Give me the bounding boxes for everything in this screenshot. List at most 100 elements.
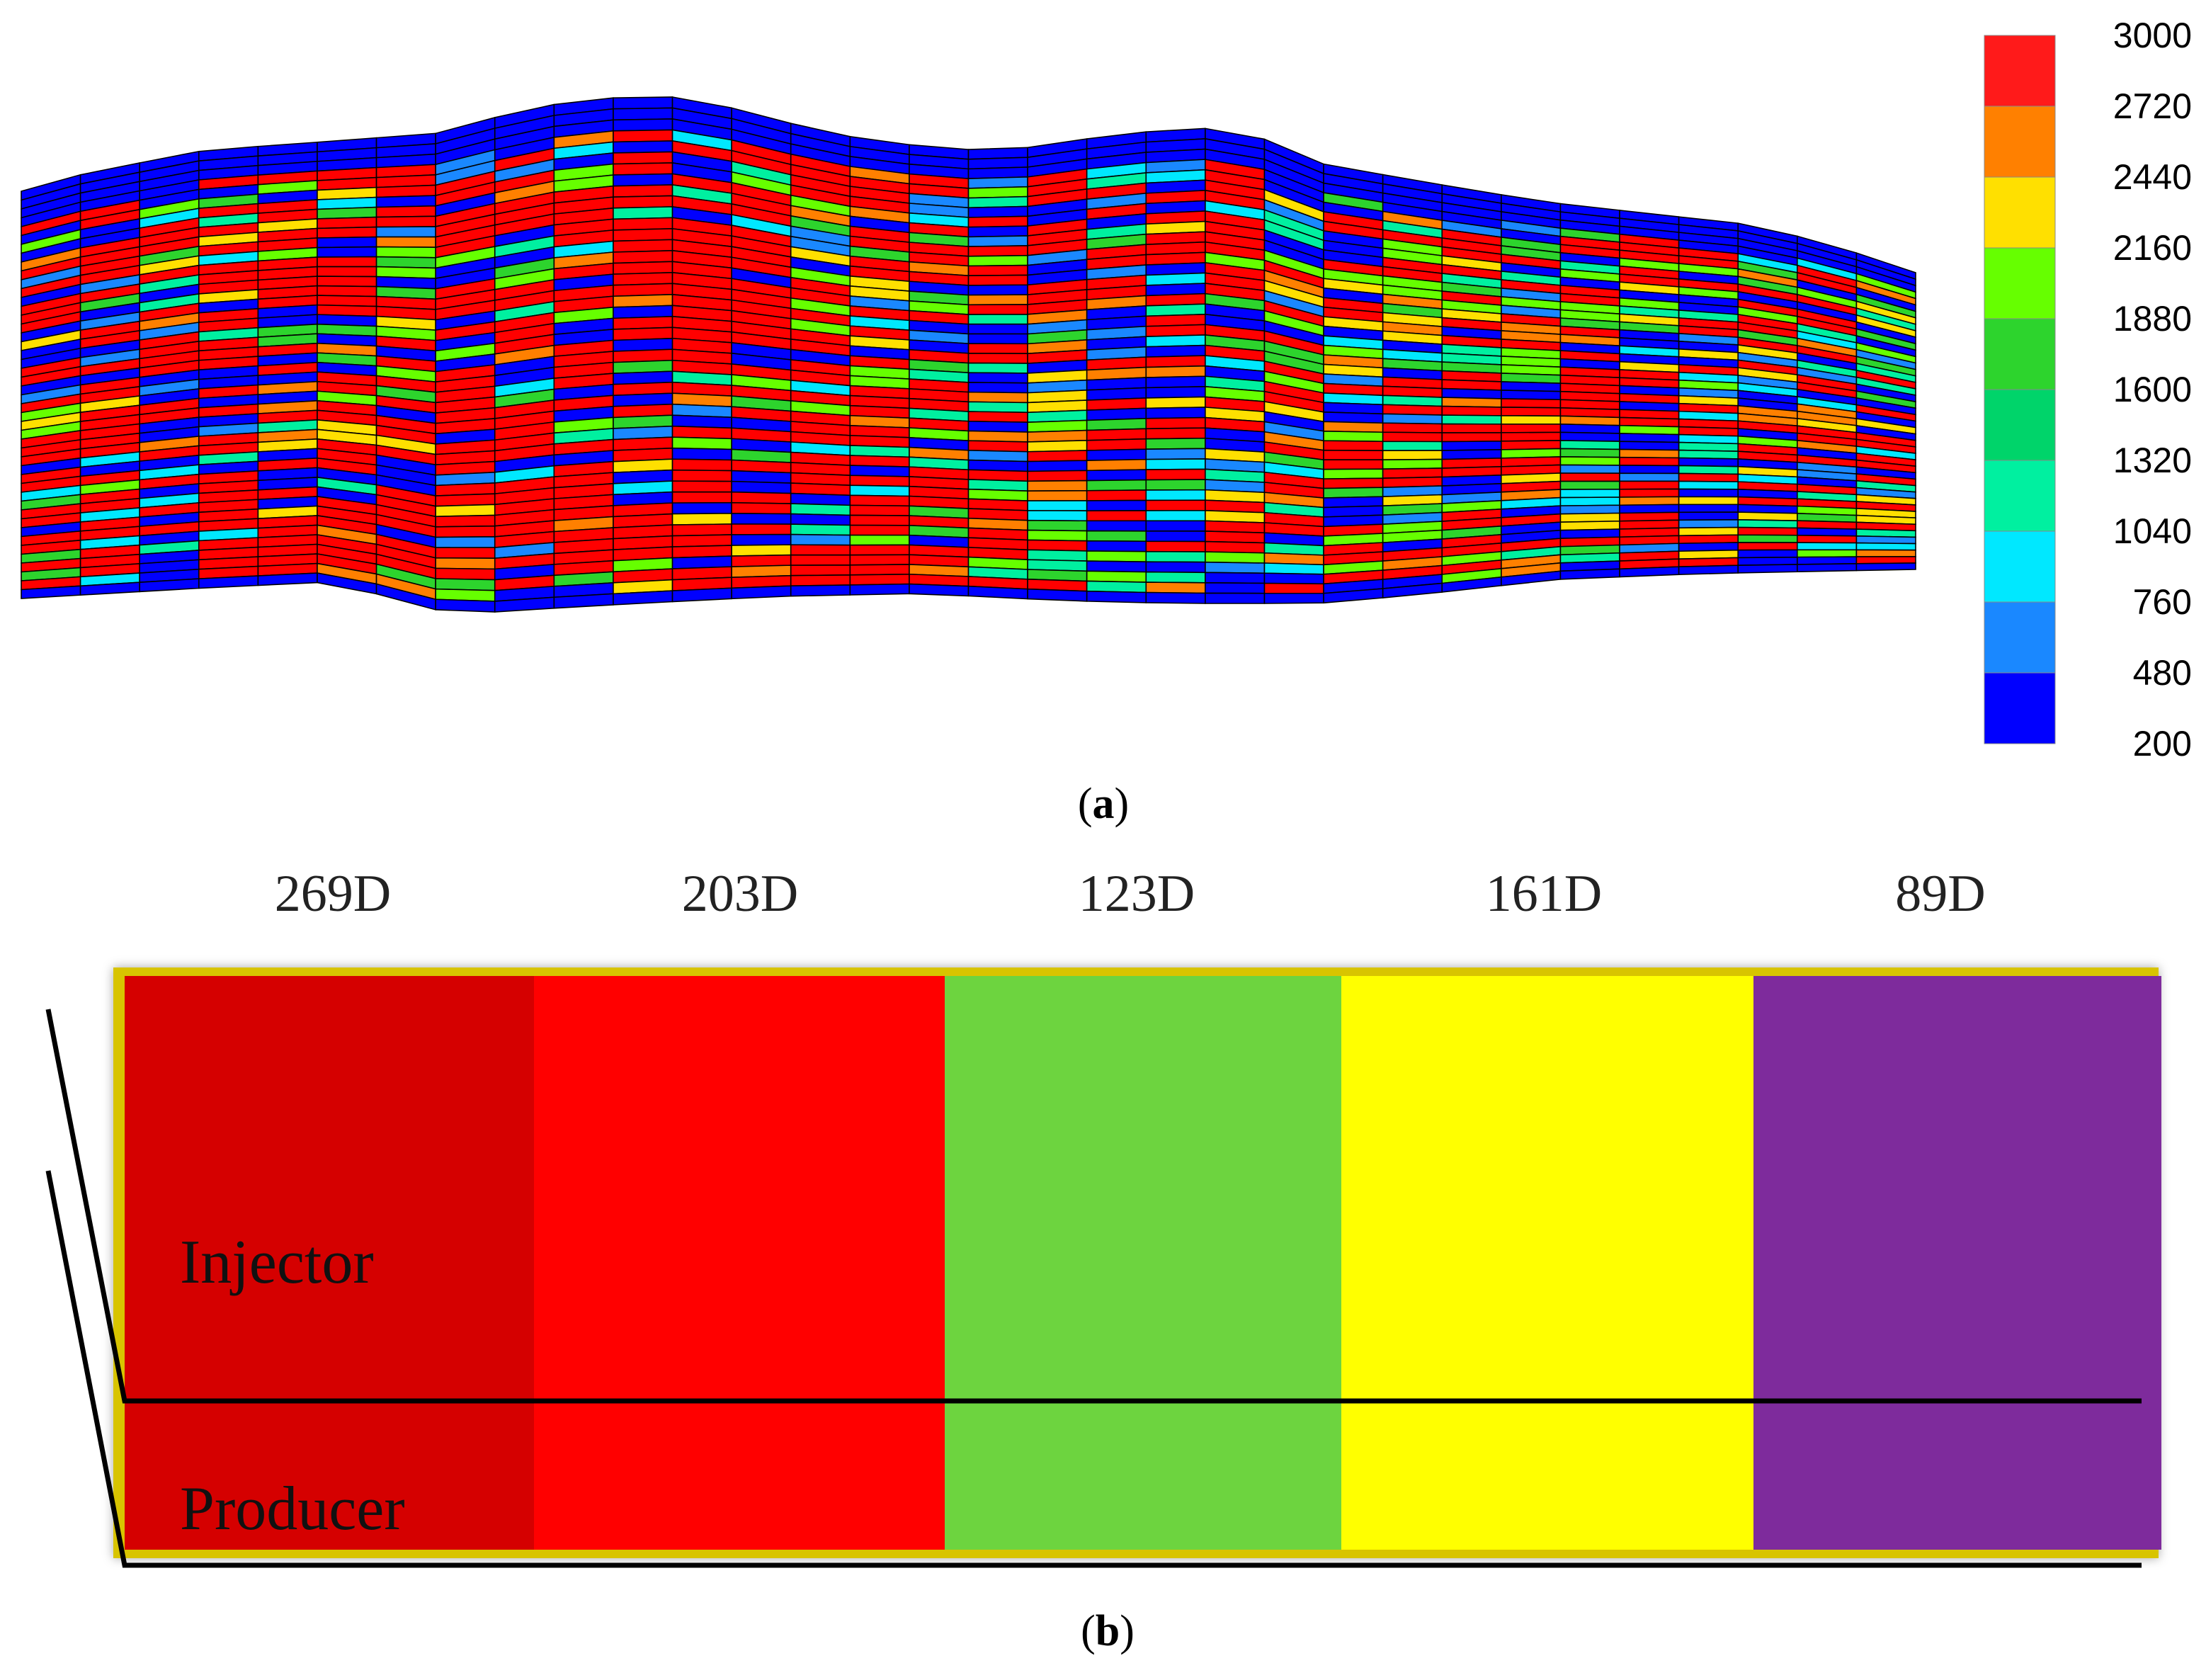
grid-cell	[375, 215, 436, 228]
grid-cell	[1441, 414, 1502, 425]
grid-cell	[849, 504, 910, 516]
caption-b: (b)	[1081, 1607, 1135, 1655]
grid-cell	[1797, 534, 1858, 544]
grid-cell	[1382, 431, 1443, 443]
band-89d	[1753, 976, 2161, 1550]
grid-cell	[1382, 441, 1443, 452]
well-trajectories	[45, 1009, 2142, 1568]
grid-cell	[375, 236, 436, 248]
grid-cell	[1441, 441, 1502, 451]
grid-cell	[1086, 438, 1147, 451]
grid-cell	[1441, 397, 1502, 408]
grid-cell	[1323, 430, 1384, 443]
grid-cell	[1027, 529, 1088, 542]
grid-cell	[731, 501, 792, 515]
grid-cell	[1559, 440, 1620, 450]
grid-cell	[1205, 551, 1266, 564]
grid-cell	[1737, 534, 1798, 543]
grid-cell	[731, 491, 792, 504]
grid-cell	[1027, 510, 1088, 522]
grid-cell	[613, 590, 673, 606]
grid-cell	[317, 266, 377, 278]
band-203d	[534, 976, 945, 1550]
grid-cell	[317, 226, 377, 239]
grid-cell	[1678, 511, 1739, 521]
grid-cell	[967, 333, 1028, 345]
grid-cell	[1263, 592, 1324, 604]
grid-cell	[1086, 530, 1147, 543]
grid-cell	[909, 583, 970, 597]
band-269d	[125, 976, 534, 1550]
grid-cell	[849, 573, 910, 586]
grid-cell	[1027, 439, 1088, 453]
grid-cell	[967, 314, 1028, 325]
grid-cell	[1501, 424, 1562, 433]
grid-cell	[1145, 468, 1206, 481]
grid-cell	[1145, 355, 1206, 368]
grid-cell	[967, 264, 1028, 277]
grid-cell	[731, 585, 792, 600]
grid-cell	[671, 491, 732, 504]
grid-cell	[1086, 489, 1147, 501]
grid-cell	[1145, 591, 1206, 604]
grid-cell	[1619, 465, 1680, 475]
band-161d	[1341, 976, 1753, 1550]
grid-cell	[375, 226, 436, 238]
panel-a: 3000 2720 2440 2160 1880 1600 1320 1040 …	[0, 0, 2206, 836]
grid-cell	[317, 276, 377, 288]
grid-cell	[1027, 519, 1088, 532]
grid-cell	[849, 583, 910, 596]
grid-cell	[967, 353, 1028, 364]
grid-cell	[849, 465, 910, 477]
colorbar-tick-label: 2160	[2113, 228, 2192, 268]
grid-cell	[849, 544, 910, 556]
grid-cell	[1737, 518, 1798, 529]
grid-cell	[967, 215, 1028, 228]
grid-cell	[1619, 566, 1680, 578]
grid-cell	[967, 585, 1028, 600]
colorbar-tick-label: 1320	[2113, 441, 2192, 480]
grid-cell	[1323, 468, 1384, 479]
colorbar-band	[1984, 672, 2056, 744]
grid-cell	[1382, 450, 1443, 461]
colorbar-band	[1984, 460, 2056, 532]
grid-cell	[613, 118, 673, 132]
grid-cell	[967, 411, 1028, 424]
grid-cell	[435, 557, 496, 570]
grid-cell	[375, 256, 436, 269]
grid-cell	[1323, 421, 1384, 433]
grid-cell	[1559, 472, 1620, 482]
grid-cell	[671, 436, 732, 450]
grid-cell	[375, 205, 436, 218]
grid-cell	[967, 225, 1028, 238]
grid-cell	[1263, 562, 1324, 575]
grid-cell	[1086, 560, 1147, 573]
grid-cell	[1441, 432, 1502, 443]
grid-cell	[1263, 582, 1324, 594]
grid-cell	[1619, 448, 1680, 459]
grid-cell	[613, 195, 673, 209]
grid-cell	[435, 598, 496, 613]
grid-cell	[1145, 571, 1206, 584]
grid-cell	[1501, 398, 1562, 409]
grid-cell	[1086, 520, 1147, 532]
band-123d	[945, 976, 1341, 1550]
colorbar-band	[1984, 176, 2056, 249]
producer-label: Producer	[180, 1475, 405, 1543]
grid-cell	[967, 382, 1028, 394]
grid-cell	[1145, 499, 1206, 511]
grid-cell	[1086, 570, 1147, 583]
grid-cell	[1501, 390, 1562, 401]
colorbar-tick-label: 1040	[2113, 511, 2192, 551]
colorbar-tick-label: 2720	[2113, 86, 2192, 126]
grid-cell	[671, 480, 732, 493]
grid-cell	[967, 284, 1028, 296]
grid-cell	[613, 228, 673, 242]
grid-cell	[1619, 441, 1680, 451]
grid-cell	[1027, 489, 1088, 501]
grid-cell	[613, 151, 673, 165]
grid-cell	[1678, 518, 1739, 529]
grid-cell	[1797, 563, 1858, 573]
grid-cell	[1145, 479, 1206, 491]
grid-cell	[1145, 509, 1206, 522]
